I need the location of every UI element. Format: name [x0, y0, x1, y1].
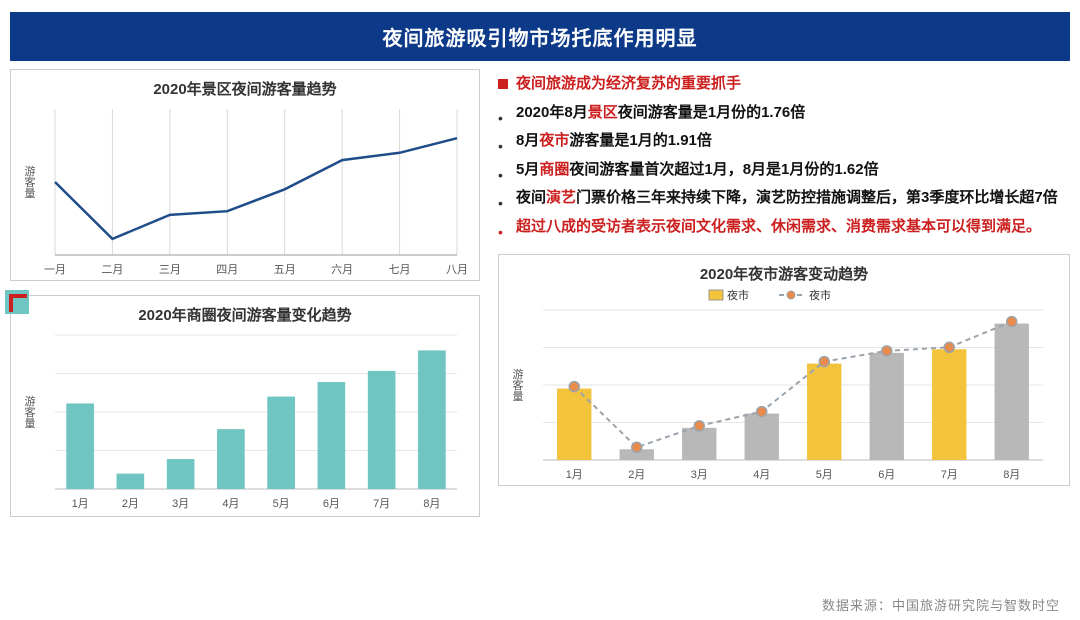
bullet-item: 5月商圈夜间游客量首次超过1月，8月是1月份的1.62倍 [498, 159, 1070, 182]
chart3-bar-line-yeshi: 2020年夜市游客变动趋势 夜市 夜市游客量 1月 2月 3月 4月 5月 6月 7月 8月 [498, 254, 1070, 486]
svg-text:游客量: 游客量 [511, 368, 524, 401]
svg-text:4月: 4月 [753, 469, 770, 481]
svg-text:三月: 三月 [159, 264, 181, 276]
bullet-item: 超过八成的受访者表示夜间文化需求、休闲需求、消费需求基本可以得到满足。 [498, 216, 1070, 239]
chart1-svg: 游客量一月 二月 三月 四月 五月 六月 七月 八月 [11, 103, 471, 281]
svg-text:5月: 5月 [273, 498, 290, 510]
chart3-title: 2020年夜市游客变动趋势 [499, 255, 1069, 288]
svg-text:3月: 3月 [691, 469, 708, 481]
bullet-text: 夜间演艺门票价格三年来持续下降，演艺防控措施调整后，第3季度环比增长超7倍 [516, 187, 1058, 210]
svg-text:7月: 7月 [373, 498, 390, 510]
bullet-text: 8月夜市游客量是1月的1.91倍 [516, 130, 712, 153]
content: 2020年景区夜间游客量趋势 游客量一月二月三月四月五月六月七月八月 2020年… [0, 69, 1080, 517]
svg-text:1月: 1月 [566, 469, 583, 481]
svg-text:3月: 3月 [172, 498, 189, 510]
bullet-marker [498, 193, 508, 203]
bullet-text: 超过八成的受访者表示夜间文化需求、休闲需求、消费需求基本可以得到满足。 [516, 216, 1041, 239]
left-column: 2020年景区夜间游客量趋势 游客量一月二月三月四月五月六月七月八月 2020年… [10, 69, 480, 517]
chart2-svg: 游客量 1月 2月 3月 4月 5月 6月 7月 8月 [11, 329, 471, 517]
chart1-line-jingqu: 2020年景区夜间游客量趋势 游客量一月 二月 三月 四月 五月 六月 七月 八月 [10, 69, 480, 281]
bullet-item: 夜间旅游成为经济复苏的重要抓手 [498, 73, 1070, 96]
chart2-corner-accent [9, 294, 27, 312]
chart2-title: 2020年商圈夜间游客量变化趋势 [11, 296, 479, 329]
svg-text:夜市: 夜市 [727, 288, 749, 302]
bullet-text: 5月商圈夜间游客量首次超过1月，8月是1月份的1.62倍 [516, 159, 879, 182]
svg-text:七月: 七月 [389, 263, 411, 276]
page-title: 夜间旅游吸引物市场托底作用明显 [10, 12, 1070, 61]
svg-text:1月: 1月 [72, 498, 89, 510]
svg-text:7月: 7月 [941, 469, 958, 481]
svg-text:2月: 2月 [122, 498, 139, 510]
bullet-item: 2020年8月景区夜间游客量是1月份的1.76倍 [498, 102, 1070, 125]
bullet-marker [498, 222, 508, 232]
svg-text:6月: 6月 [323, 498, 340, 510]
svg-text:五月: 五月 [274, 264, 296, 276]
chart1-title: 2020年景区夜间游客量趋势 [11, 70, 479, 103]
chart3-svg: 夜市 夜市游客量 1月 2月 3月 4月 5月 6月 7月 8月 [499, 288, 1059, 488]
svg-text:六月: 六月 [331, 263, 353, 276]
svg-text:2月: 2月 [628, 469, 645, 481]
svg-text:游客量: 游客量 [23, 395, 36, 428]
bullet-marker [498, 165, 508, 175]
svg-text:4月: 4月 [222, 498, 239, 510]
bullet-marker [498, 108, 508, 118]
svg-text:八月: 八月 [446, 264, 468, 276]
svg-text:四月: 四月 [216, 264, 238, 276]
bullet-text: 2020年8月景区夜间游客量是1月份的1.76倍 [516, 102, 805, 125]
bullet-text: 夜间旅游成为经济复苏的重要抓手 [516, 73, 741, 96]
svg-text:夜市: 夜市 [809, 288, 831, 302]
svg-text:6月: 6月 [878, 469, 895, 481]
bullet-marker [498, 79, 508, 89]
svg-text:一月: 一月 [44, 264, 66, 276]
svg-text:游客量: 游客量 [23, 165, 36, 198]
data-source-line: 数据来源：中国旅游研究院与智数时空 [822, 595, 1060, 614]
bullets-list: 夜间旅游成为经济复苏的重要抓手 2020年8月景区夜间游客量是1月份的1.76倍 8… [498, 69, 1070, 244]
bullet-marker [498, 136, 508, 146]
bullet-item: 8月夜市游客量是1月的1.91倍 [498, 130, 1070, 153]
right-column: 夜间旅游成为经济复苏的重要抓手 2020年8月景区夜间游客量是1月份的1.76倍 8… [498, 69, 1070, 517]
svg-text:8月: 8月 [423, 498, 440, 510]
svg-text:5月: 5月 [816, 469, 833, 481]
chart2-bar-shangquan: 2020年商圈夜间游客量变化趋势 游客量 1月 2月 3月 4月 5月 6月 7月 8月 [10, 295, 480, 517]
svg-text:二月: 二月 [101, 264, 123, 276]
svg-text:8月: 8月 [1003, 469, 1020, 481]
bullet-item: 夜间演艺门票价格三年来持续下降，演艺防控措施调整后，第3季度环比增长超7倍 [498, 187, 1070, 210]
